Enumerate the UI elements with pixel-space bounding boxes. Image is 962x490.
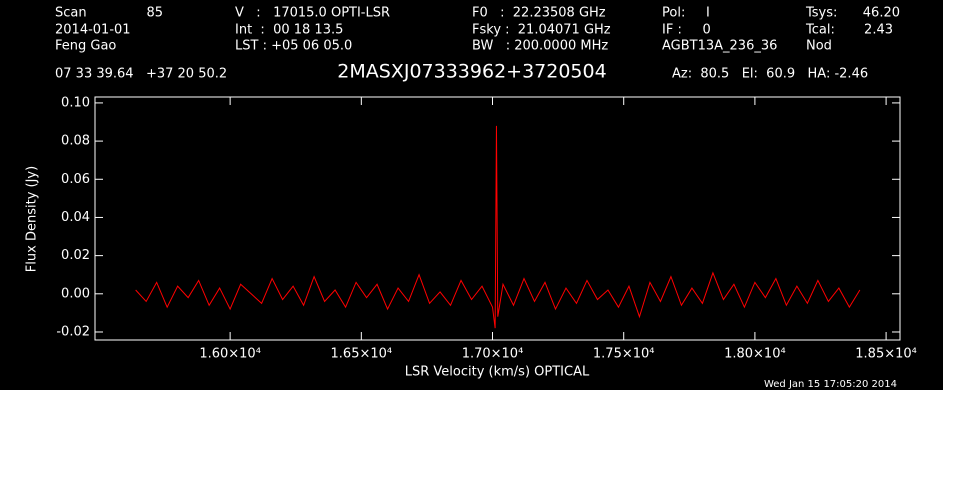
y-axis-label: Flux Density (Jy)	[25, 166, 40, 272]
header-text: Tsys:	[805, 6, 837, 21]
header-text: 85	[146, 6, 163, 21]
plot-frame	[94, 96, 901, 341]
y-tick-label: 0.08	[61, 134, 90, 149]
header-text: IF : 0	[662, 23, 711, 38]
header-text: 07 33 39.64 +37 20 50.2	[55, 67, 227, 82]
chart-title: 2MASXJ07333962+3720504	[337, 61, 606, 83]
header-text: Az: 80.5 El: 60.9 HA: -2.46	[672, 67, 868, 82]
plot-background	[0, 0, 943, 390]
header-text: Scan	[55, 6, 87, 21]
x-tick-label: 1.80×10⁴	[724, 347, 786, 362]
x-axis-label: LSR Velocity (km/s) OPTICAL	[405, 365, 590, 380]
x-tick-label: 1.65×10⁴	[331, 347, 393, 362]
header-text: F0 : 22.23508 GHz	[472, 6, 606, 21]
y-tick-label: 0.06	[61, 172, 90, 187]
timestamp: Wed Jan 15 17:05:20 2014	[764, 379, 897, 390]
header-text: Tcal:	[805, 23, 835, 38]
header-text: Int : 00 18 13.5	[235, 23, 343, 38]
header-text: Pol: I	[662, 6, 710, 21]
header-text: LST : +05 06 05.0	[235, 39, 352, 54]
x-tick-label: 1.60×10⁴	[199, 347, 261, 362]
y-tick-label: 0.00	[61, 286, 90, 301]
header-text: Nod	[806, 39, 832, 54]
x-tick-label: 1.70×10⁴	[462, 347, 524, 362]
y-tick-label: -0.02	[56, 324, 90, 339]
header-text: 46.20	[863, 6, 900, 21]
y-tick-label: 0.04	[61, 210, 90, 225]
x-tick-label: 1.85×10⁴	[855, 347, 917, 362]
x-tick-label: 1.75×10⁴	[593, 347, 655, 362]
header-text: AGBT13A_236_36	[662, 39, 777, 54]
header-text: Feng Gao	[55, 39, 116, 54]
header-text: Fsky : 21.04071 GHz	[472, 23, 611, 38]
y-tick-label: 0.02	[61, 248, 90, 263]
y-tick-label: 0.10	[61, 95, 90, 110]
spectrum-line	[135, 125, 861, 329]
header-text: V : 17015.0 OPTI-LSR	[235, 6, 390, 21]
header-text: 2014-01-01	[55, 23, 131, 38]
header-text: 2.43	[864, 23, 893, 38]
header-text: BW : 200.0000 MHz	[472, 39, 608, 54]
